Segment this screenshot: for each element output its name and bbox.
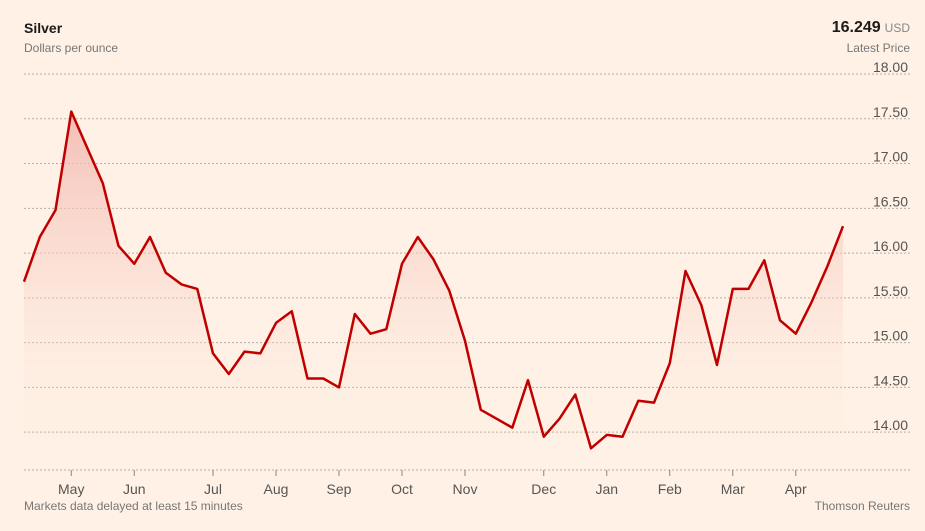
latest-price: 16.249 USD <box>832 19 910 37</box>
data-point <box>557 416 563 422</box>
data-point <box>179 281 185 287</box>
data-point <box>368 331 374 337</box>
data-point <box>131 261 137 267</box>
data-point <box>226 371 232 377</box>
data-point <box>494 416 500 422</box>
data-point <box>824 264 830 270</box>
data-point <box>415 234 421 240</box>
data-point <box>320 376 326 382</box>
price-area-fill <box>24 111 843 468</box>
data-point <box>793 331 799 337</box>
data-point <box>683 268 689 274</box>
x-tick-label: Sep <box>327 481 352 497</box>
area-layer <box>21 109 846 468</box>
data-point <box>761 257 767 263</box>
latest-price-unit: USD <box>884 21 910 35</box>
x-tick-label: Apr <box>785 481 807 497</box>
y-tick-label: 18.00 <box>873 59 908 75</box>
x-tick-label: Nov <box>453 481 478 497</box>
data-point <box>242 349 248 355</box>
data-point <box>541 434 547 440</box>
x-tick-label: Aug <box>264 481 289 497</box>
price-line <box>22 110 845 450</box>
data-point <box>37 234 43 240</box>
data-point <box>620 434 626 440</box>
data-point <box>446 288 452 294</box>
data-point <box>273 320 279 326</box>
data-point <box>84 144 90 150</box>
data-point <box>431 256 437 262</box>
data-point <box>588 445 594 451</box>
x-tick-label: Oct <box>391 481 413 497</box>
data-point <box>305 376 311 382</box>
y-tick-label: 15.50 <box>873 283 908 299</box>
chart-subtitle: Dollars per ounce <box>24 41 119 55</box>
data-point <box>509 425 515 431</box>
x-tick-label: Feb <box>658 481 682 497</box>
y-tick-label: 16.00 <box>873 238 908 254</box>
data-point <box>383 326 389 332</box>
data-point <box>399 261 405 267</box>
data-point <box>525 377 531 383</box>
x-tick-label: Jul <box>204 481 222 497</box>
x-axis-labels: May Jun Jul Aug Sep Oct Nov Dec Jan Feb Mar Apr <box>58 470 807 497</box>
data-point <box>336 384 342 390</box>
data-point <box>53 207 59 213</box>
y-tick-label: 15.00 <box>873 328 908 344</box>
data-point <box>667 360 673 366</box>
data-point <box>746 286 752 292</box>
data-point <box>635 398 641 404</box>
x-tick-label: Jan <box>595 481 618 497</box>
data-point <box>777 317 783 323</box>
data-point <box>68 109 74 115</box>
data-point <box>194 286 200 292</box>
latest-price-label: Latest Price <box>846 41 910 55</box>
x-tick-label: Dec <box>531 481 556 497</box>
footnote: Markets data delayed at least 15 minutes <box>24 499 243 513</box>
y-tick-label: 14.00 <box>873 417 908 433</box>
data-point <box>730 286 736 292</box>
data-point <box>462 338 468 344</box>
data-point <box>257 350 263 356</box>
data-point <box>289 308 295 314</box>
chart-title: Silver <box>24 20 63 36</box>
data-point <box>116 243 122 249</box>
y-tick-label: 17.00 <box>873 149 908 165</box>
y-tick-label: 16.50 <box>873 193 908 209</box>
data-source: Thomson Reuters <box>814 499 910 513</box>
data-point <box>714 362 720 368</box>
x-tick-label: Jun <box>123 481 146 497</box>
data-point <box>572 392 578 398</box>
data-point <box>163 270 169 276</box>
data-point <box>21 279 27 285</box>
latest-price-value: 16.249 <box>831 19 881 36</box>
data-point <box>840 223 846 229</box>
data-point <box>651 400 657 406</box>
data-point <box>604 432 610 438</box>
x-tick-label: Mar <box>721 481 745 497</box>
data-point <box>698 302 704 308</box>
y-tick-label: 14.50 <box>873 372 908 388</box>
data-point <box>809 299 815 305</box>
data-point <box>147 234 153 240</box>
x-tick-label: May <box>58 481 84 497</box>
y-tick-label: 17.50 <box>873 104 908 120</box>
data-point <box>210 350 216 356</box>
data-point <box>478 407 484 413</box>
data-point <box>352 311 358 317</box>
data-point <box>100 180 106 186</box>
y-axis-labels: 18.00 17.50 17.00 16.50 16.00 15.50 15.00 14.50… <box>873 59 908 433</box>
